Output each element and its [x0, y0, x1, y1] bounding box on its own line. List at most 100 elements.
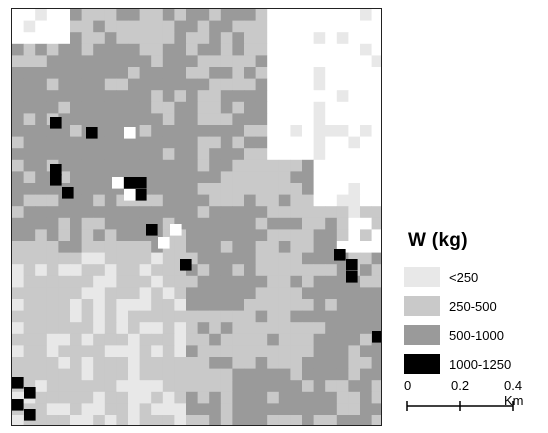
raster-cell	[325, 113, 338, 126]
raster-cell	[232, 322, 245, 335]
raster-cell	[336, 78, 349, 91]
raster-cell	[151, 125, 164, 137]
raster-cell	[81, 217, 94, 230]
raster-cell	[197, 391, 210, 404]
raster-cell	[313, 32, 326, 45]
raster-cell	[23, 67, 36, 79]
raster-cell	[278, 310, 291, 323]
raster-cell	[93, 148, 106, 161]
raster-cell	[197, 101, 210, 114]
raster-cell	[116, 391, 129, 404]
raster-cell	[348, 159, 361, 172]
raster-cell	[93, 90, 106, 103]
raster-cell	[232, 368, 245, 381]
raster-cell	[151, 148, 164, 161]
raster-cell	[70, 101, 82, 114]
raster-cell	[46, 241, 59, 253]
raster-cell	[336, 148, 349, 161]
raster-cell	[174, 148, 187, 161]
raster-cell	[348, 113, 361, 126]
raster-cell	[313, 55, 326, 68]
raster-cell	[104, 55, 117, 68]
raster-cell	[348, 310, 361, 323]
raster-cell	[139, 159, 152, 172]
raster-cell	[360, 287, 372, 300]
raster-cell	[23, 241, 36, 253]
raster-cell	[232, 9, 245, 21]
raster-cell	[151, 78, 164, 91]
raster-cell	[104, 368, 117, 381]
raster-cell	[244, 113, 256, 126]
raster-cell	[81, 368, 94, 381]
raster-cell	[151, 275, 164, 288]
legend-swatch	[404, 267, 440, 287]
raster-cell	[313, 90, 326, 103]
raster-cell	[46, 322, 59, 335]
raster-cell	[12, 171, 24, 184]
raster-cell	[12, 252, 24, 265]
raster-cell	[336, 217, 349, 230]
raster-cell	[70, 20, 82, 33]
raster-cell	[278, 229, 291, 242]
raster-cell	[174, 333, 187, 346]
raster-cell	[70, 252, 82, 265]
raster-cell	[104, 101, 117, 114]
raster-cell	[371, 357, 381, 369]
raster-cell	[325, 368, 338, 381]
raster-cell	[232, 194, 245, 207]
raster-cell	[267, 403, 280, 416]
raster-cell	[313, 241, 326, 253]
raster-cell	[35, 310, 48, 323]
raster-cell	[35, 333, 48, 346]
raster-cell	[162, 391, 175, 404]
raster-cell	[93, 264, 106, 277]
raster-cell	[174, 310, 187, 323]
raster-cell	[46, 43, 59, 56]
raster-cell	[35, 32, 48, 45]
raster-cell	[209, 183, 222, 195]
raster-cell	[151, 20, 164, 33]
raster-cell	[197, 310, 210, 323]
raster-cell	[46, 229, 59, 242]
raster-cell	[104, 78, 117, 91]
raster-cell	[325, 183, 338, 195]
raster-cell	[151, 345, 164, 358]
raster-cell	[35, 9, 48, 21]
raster-cell	[302, 55, 314, 68]
raster-cell	[244, 322, 256, 335]
raster-cell	[348, 171, 361, 184]
raster-cell-high	[124, 177, 136, 189]
raster-cell	[174, 403, 187, 416]
raster-cell	[46, 206, 59, 219]
raster-cell	[290, 357, 303, 369]
raster-cell	[325, 217, 338, 230]
raster-cell	[313, 217, 326, 230]
raster-cell	[209, 90, 222, 103]
raster-cell	[70, 229, 82, 242]
raster-cell	[267, 310, 280, 323]
raster-cell	[70, 125, 82, 137]
raster-cell	[336, 322, 349, 335]
raster-cell	[348, 229, 361, 242]
raster-cell	[35, 322, 48, 335]
raster-cell	[162, 403, 175, 416]
raster-cell	[325, 148, 338, 161]
raster-cell	[35, 415, 48, 425]
raster-cell	[220, 252, 233, 265]
raster-cell	[35, 101, 48, 114]
raster-cell	[116, 183, 129, 195]
raster-cell	[290, 310, 303, 323]
raster-cell	[151, 113, 164, 126]
raster-cell	[162, 32, 175, 45]
raster-cell	[23, 90, 36, 103]
raster-cell	[93, 403, 106, 416]
raster-cell	[302, 287, 314, 300]
raster-cell	[290, 148, 303, 161]
raster-cell	[290, 113, 303, 126]
raster-cell	[162, 148, 175, 161]
raster-cell	[151, 9, 164, 21]
legend-swatch	[404, 325, 440, 345]
raster-cell	[267, 391, 280, 404]
raster-cell	[290, 322, 303, 335]
raster-cell	[35, 217, 48, 230]
